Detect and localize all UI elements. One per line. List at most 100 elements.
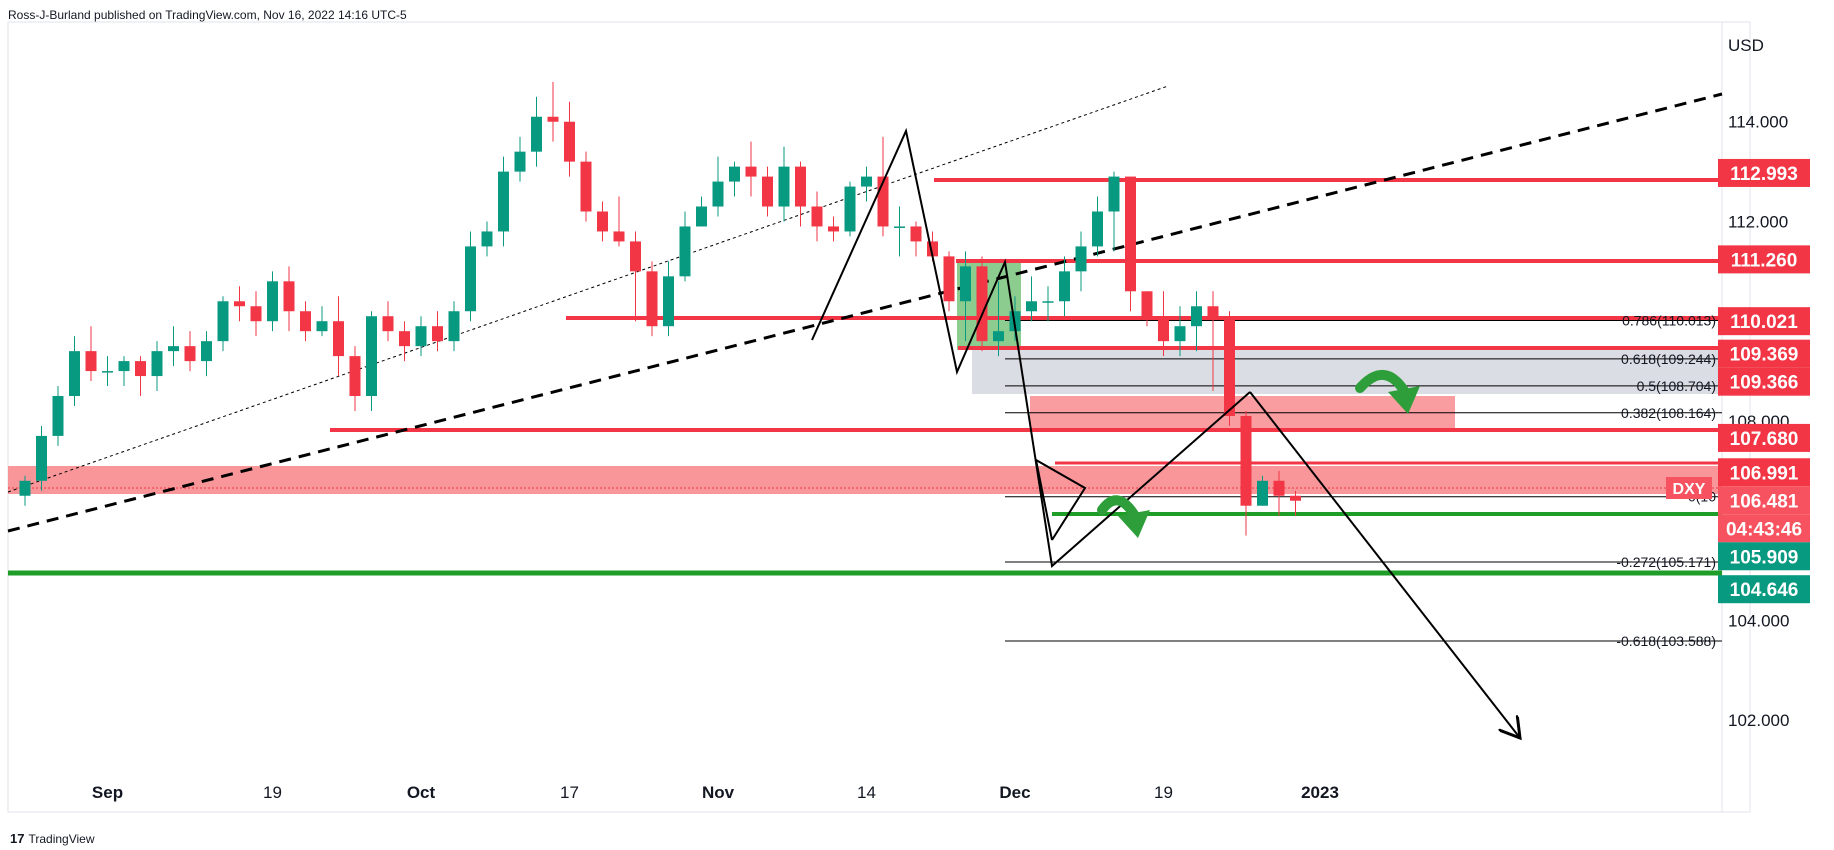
candle-body — [217, 301, 229, 342]
candle-body — [1125, 176, 1136, 292]
symbol-tag-bg — [1666, 477, 1712, 499]
candle-body — [1059, 271, 1070, 302]
price-label-bg — [1718, 245, 1810, 274]
candle-body — [316, 321, 328, 332]
candle-body — [168, 346, 179, 352]
candle-body — [679, 226, 691, 277]
tradingview-logo-icon: 17 — [10, 831, 25, 846]
x-tick-label: Nov — [702, 783, 735, 802]
candle-body — [547, 116, 559, 122]
candle-body — [300, 311, 311, 332]
fib-label: -0.618(103.588) — [1616, 633, 1716, 649]
x-tick-label: 14 — [857, 783, 876, 802]
candle-body — [415, 326, 427, 347]
candle-body — [663, 276, 674, 327]
candle-body — [910, 226, 922, 242]
candle-body — [399, 331, 410, 347]
candle-body — [1075, 246, 1087, 272]
y-tick-label: 112.000 — [1728, 212, 1788, 231]
candle-body — [349, 356, 361, 397]
candle-body — [894, 226, 905, 228]
candle-body — [1092, 211, 1103, 247]
price-labels: 112.993 111.260 110.021 109.369 109.366 107.6… — [1718, 158, 1810, 604]
flag-triangle-inner — [1035, 459, 1086, 489]
candle-body — [1026, 301, 1037, 312]
candle-body — [745, 166, 757, 177]
price-label-bg — [1718, 486, 1810, 515]
price-label-bg — [1718, 423, 1810, 452]
y-tick-label: 102.000 — [1728, 711, 1789, 730]
candle-body — [564, 121, 575, 162]
price-label-bg — [1718, 307, 1810, 336]
fib-label: 0.382(108.164) — [1621, 405, 1716, 421]
price-label: 105.909 — [1730, 547, 1799, 568]
candle-body — [69, 351, 80, 397]
bear-arrow-lower-head — [1118, 510, 1150, 538]
candle-body — [811, 206, 823, 227]
price-label: 104.646 — [1730, 580, 1799, 601]
price-label: 112.993 — [1730, 164, 1798, 185]
candle-body — [696, 206, 707, 227]
fib-label: 0.786(110.013) — [1622, 313, 1716, 329]
price-label: 04:43:46 — [1726, 519, 1802, 540]
fib-label: -0.272(105.171) — [1616, 554, 1716, 570]
candle-body — [85, 351, 97, 372]
candle-body — [877, 176, 889, 227]
candle-body — [52, 396, 64, 436]
fib-grey-zone — [972, 350, 1722, 394]
bear-arrow-upper — [1355, 369, 1410, 397]
dxy-chart[interactable]: 0.786(110.013) 0.618(109.244) 0.5(108.704)… — [0, 0, 1834, 820]
symbol-tag: DXY — [1673, 481, 1706, 498]
time-axis[interactable]: Sep 19 Oct 17 Nov 14 Dec 19 2023 — [92, 783, 1339, 802]
candle-body — [613, 231, 625, 242]
candle-body — [382, 316, 394, 332]
plot-area[interactable] — [7, 21, 1751, 813]
candle-body — [712, 181, 724, 207]
price-label: 110.021 — [1730, 312, 1798, 333]
candle-body — [184, 346, 196, 362]
candle-body — [36, 435, 47, 481]
candle-body — [481, 231, 493, 247]
price-label: 109.369 — [1730, 345, 1799, 366]
candle-body — [234, 301, 245, 307]
candle-body — [861, 176, 872, 187]
candle-body — [201, 341, 212, 362]
candle-body — [1207, 306, 1219, 317]
fibonacci-lines: 0.786(110.013) 0.618(109.244) 0.5(108.704)… — [1005, 313, 1722, 649]
candle-body — [646, 271, 658, 327]
x-tick-label: Dec — [999, 783, 1030, 802]
zigzag-pattern — [811, 127, 1251, 568]
publish-info: Ross-J-Burland published on TradingView.… — [8, 8, 407, 22]
candle-body — [267, 281, 278, 322]
candle-body — [1042, 301, 1054, 303]
price-label: 106.991 — [1730, 463, 1799, 484]
candle-body — [1141, 291, 1153, 317]
candle-body — [1257, 480, 1268, 506]
price-label-bg — [1718, 458, 1810, 487]
candle-body — [448, 311, 460, 342]
price-label: 106.481 — [1730, 491, 1799, 512]
y-tick-label: 104.000 — [1728, 611, 1789, 630]
candle-body — [1174, 326, 1186, 342]
candle-body — [465, 246, 476, 312]
thick-dashed-trendline — [7, 92, 1723, 533]
candle-body — [250, 306, 262, 322]
candle-body — [762, 176, 773, 207]
price-label-bg — [1718, 367, 1810, 396]
x-tick-label: 19 — [263, 783, 282, 802]
bear-arrow-upper-head — [1388, 386, 1420, 414]
candle-body — [927, 241, 938, 257]
candle-body — [102, 371, 113, 373]
candle-body — [135, 361, 146, 377]
support-zone — [8, 466, 1722, 494]
x-tick-label: 19 — [1154, 783, 1173, 802]
price-label: 111.260 — [1731, 250, 1798, 271]
y-tick-label: 114.000 — [1728, 113, 1788, 132]
candle-body — [778, 166, 790, 207]
thin-dashed-trendline — [7, 85, 1169, 493]
price-label-bg — [1718, 575, 1810, 604]
candle-body — [151, 351, 163, 377]
candle-body — [1224, 316, 1235, 416]
price-label-bg — [1718, 542, 1810, 571]
candle-body — [993, 331, 1004, 342]
